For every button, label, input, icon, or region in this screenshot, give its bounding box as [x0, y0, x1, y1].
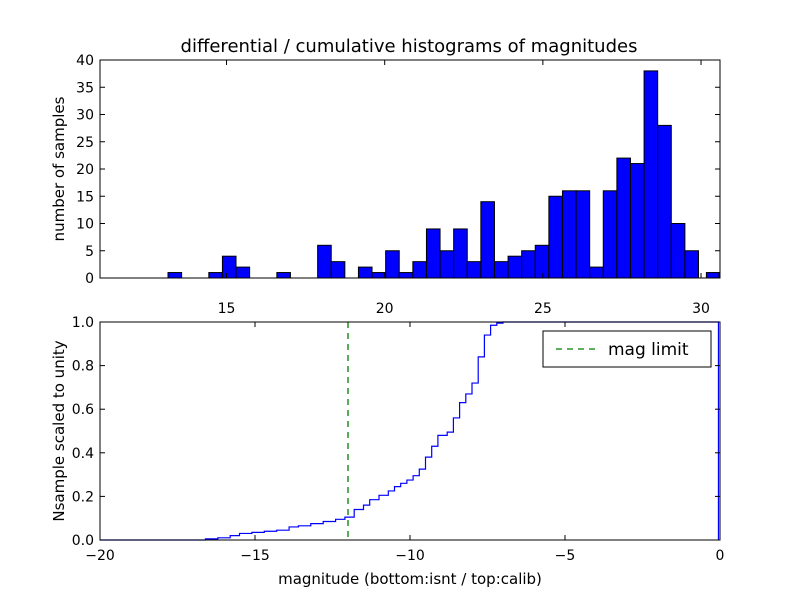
- x-tick-label: 0: [716, 548, 725, 564]
- histogram-bar: [643, 70, 659, 279]
- y-tick-label: 0: [85, 271, 94, 287]
- histogram-bar: [167, 272, 183, 279]
- y-tick-label: 0.4: [72, 446, 94, 462]
- legend: mag limit: [542, 330, 712, 368]
- histogram-bar: [575, 190, 591, 279]
- histogram-bar: [317, 244, 332, 279]
- histogram-bar: [684, 250, 699, 279]
- histogram-bar: [330, 261, 346, 279]
- y-tick-label: 1.0: [72, 315, 94, 331]
- cumulative-histogram-chart: 0.0 0.2 0.4 0.6 0.8 1.0 −20 −15 −10 −5 0 magnitude…: [50, 315, 724, 588]
- top-axis-ticks: 0 5 10 15 20 25 30 35 40 15 20 25 30: [76, 53, 720, 317]
- histogram-bar: [534, 244, 550, 279]
- histogram-bar: [705, 272, 720, 279]
- histogram-bar: [385, 250, 400, 279]
- y-tick-label: 15: [76, 189, 94, 205]
- histogram-bar: [371, 272, 387, 279]
- histogram-bar: [208, 272, 223, 279]
- legend-entry-mag-limit: mag limit: [608, 340, 689, 360]
- histogram-bar: [466, 261, 482, 279]
- histogram-bars: [167, 70, 720, 279]
- y-tick-label: 25: [76, 135, 94, 151]
- x-tick-label: −10: [395, 548, 425, 564]
- y-tick-label: 0.2: [72, 489, 94, 505]
- x-tick-label: 20: [376, 301, 394, 317]
- y-tick-label: 0.8: [72, 359, 94, 375]
- top-y-axis-label: number of samples: [50, 96, 68, 241]
- histogram-bar: [398, 272, 414, 279]
- y-tick-label: 10: [76, 217, 94, 233]
- y-tick-label: 5: [85, 244, 94, 260]
- histogram-bar: [670, 223, 686, 279]
- bottom-y-axis-label: Nsample scaled to unity: [50, 340, 68, 521]
- y-tick-label: 0.0: [72, 533, 94, 549]
- histogram-bar: [480, 201, 495, 279]
- histogram-bar: [221, 255, 237, 279]
- x-tick-label: −20: [85, 548, 115, 564]
- histogram-bar: [561, 190, 577, 279]
- histogram-bar: [425, 228, 441, 279]
- histogram-bar: [357, 266, 373, 279]
- cumulative-step-line: [100, 321, 720, 541]
- histogram-bar: [548, 195, 563, 279]
- histogram-bar: [439, 250, 455, 279]
- histogram-bar: [453, 228, 468, 279]
- histogram-bar: [629, 163, 645, 279]
- histogram-bar: [276, 272, 291, 279]
- chart-title: differential / cumulative histograms of …: [181, 36, 638, 57]
- bottom-x-axis-label: magnitude (bottom:isnt / top:calib): [278, 570, 542, 588]
- histogram-bar: [412, 261, 427, 279]
- x-tick-label: 25: [534, 301, 552, 317]
- differential-histogram-chart: differential / cumulative histograms of …: [50, 36, 721, 317]
- histogram-bar: [602, 190, 618, 279]
- histogram-bar: [589, 266, 604, 279]
- histogram-bar: [235, 266, 251, 279]
- histogram-bar: [657, 124, 672, 279]
- histogram-bar: [493, 261, 509, 279]
- bottom-axis-ticks: 0.0 0.2 0.4 0.6 0.8 1.0 −20 −15 −10 −5 0: [72, 315, 725, 564]
- x-tick-label: 30: [692, 301, 710, 317]
- y-tick-label: 0.6: [72, 402, 94, 418]
- x-tick-label: −5: [555, 548, 576, 564]
- histogram-bar: [521, 250, 536, 279]
- x-tick-label: 15: [218, 301, 236, 317]
- y-tick-label: 30: [76, 108, 94, 124]
- x-tick-label: −15: [240, 548, 270, 564]
- histogram-bar: [616, 157, 631, 279]
- y-tick-label: 20: [76, 162, 94, 178]
- histogram-bar: [507, 255, 523, 279]
- y-tick-label: 35: [76, 80, 94, 96]
- y-tick-label: 40: [76, 53, 94, 69]
